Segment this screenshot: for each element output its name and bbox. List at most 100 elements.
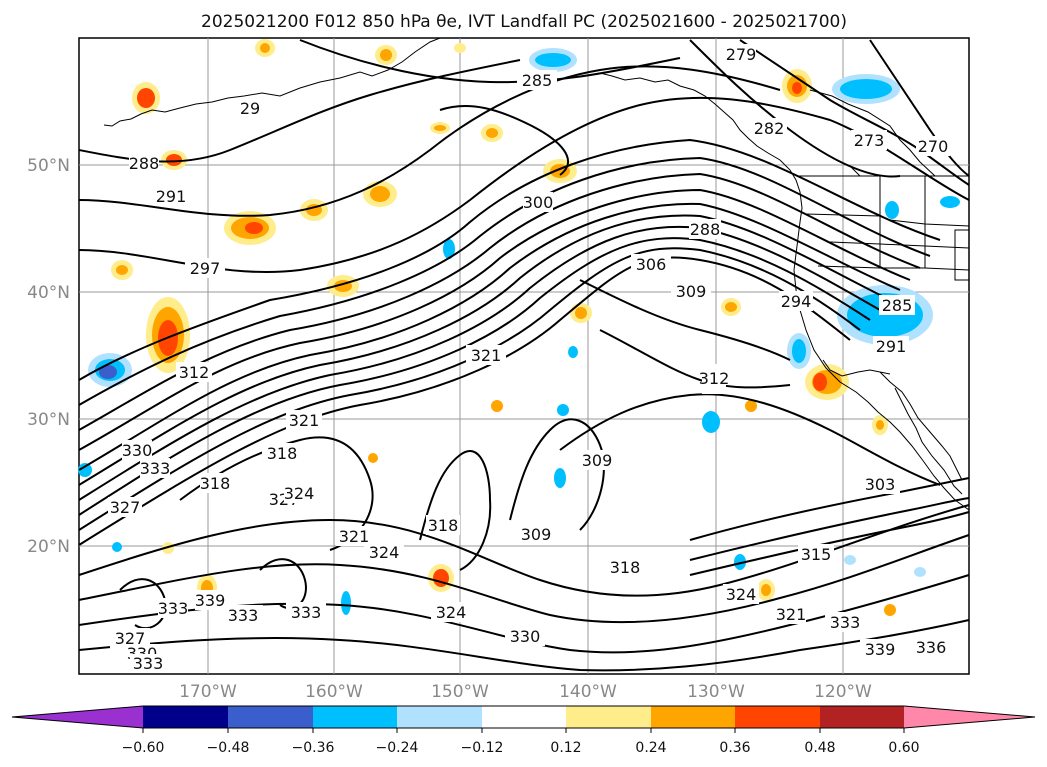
svg-text:291: 291	[876, 337, 907, 356]
positive-blob	[428, 564, 454, 592]
contour-label: 309	[671, 281, 711, 301]
svg-text:318: 318	[610, 558, 641, 577]
svg-text:291: 291	[156, 187, 187, 206]
negative-blob	[832, 74, 900, 104]
svg-text:285: 285	[522, 71, 553, 90]
lon-tick-label: 160°W	[305, 682, 363, 702]
svg-text:330: 330	[510, 627, 541, 646]
contour-label: 291	[156, 186, 187, 206]
svg-text:297: 297	[190, 259, 221, 278]
svg-text:324: 324	[726, 585, 757, 604]
svg-text:339: 339	[865, 640, 896, 659]
svg-text:321: 321	[339, 527, 370, 546]
svg-text:318: 318	[200, 474, 231, 493]
colorbar-segment	[651, 706, 735, 728]
svg-text:324: 324	[436, 603, 467, 622]
svg-text:321: 321	[471, 346, 502, 365]
colorbar-tick-label: −0.48	[207, 740, 250, 756]
map-panel: 285 279 282 273 270 288 291 29 297 300 2…	[78, 37, 970, 675]
contour-label: 321	[776, 604, 807, 624]
svg-text:300: 300	[523, 193, 554, 212]
contour-label: 333	[158, 598, 189, 618]
svg-text:312: 312	[699, 369, 730, 388]
positive-blob	[146, 297, 190, 373]
contour-label: 318	[426, 515, 460, 535]
colorbar-segment	[313, 706, 397, 728]
colorbar: −0.60 −0.48 −0.36 −0.24 −0.12 0.12 0.24 …	[11, 705, 1036, 756]
svg-text:306: 306	[636, 255, 667, 274]
contour-label: 321	[466, 345, 506, 365]
negative-blob	[734, 554, 746, 570]
colorbar-tick-label: −0.36	[292, 740, 335, 756]
contour-label: 324	[723, 584, 759, 604]
colorbar-segment	[566, 706, 651, 728]
colorbar-tick-label: 0.60	[888, 740, 919, 756]
positive-blob	[745, 400, 757, 412]
contour-label: 303	[860, 474, 900, 494]
colorbar-segment	[735, 706, 820, 728]
colorbar-tick-label: −0.60	[122, 740, 165, 756]
lat-tick-label: 30°N	[27, 410, 70, 430]
negative-blob	[914, 567, 926, 577]
svg-text:333: 333	[228, 606, 259, 625]
negative-blob	[112, 542, 122, 552]
contour-label: 312	[176, 362, 212, 382]
positive-blob	[255, 39, 275, 57]
contour-labels: 285 279 282 273 270 288 291 29 297 300 2…	[108, 44, 951, 673]
svg-text:321: 321	[776, 605, 807, 624]
svg-text:288: 288	[129, 154, 160, 173]
contour-label: 315	[798, 544, 834, 564]
contour-label: 29	[238, 98, 262, 118]
svg-text:270: 270	[918, 137, 949, 156]
lon-tick-label: 130°W	[687, 682, 745, 702]
contour-label: 330	[122, 440, 152, 460]
positive-blob	[430, 122, 450, 134]
lat-tick-label: 40°N	[27, 283, 70, 303]
contour-label: 306	[631, 254, 671, 274]
contour-label: 321	[286, 410, 322, 430]
colorbar-segment	[820, 706, 904, 728]
contour-label: 288	[129, 153, 160, 173]
svg-text:324: 324	[369, 543, 400, 562]
svg-text:309: 309	[676, 282, 707, 301]
contour-label: 285	[879, 295, 915, 315]
contour-label: 294	[779, 291, 813, 311]
negative-blob	[529, 48, 577, 72]
positive-blob	[161, 150, 187, 170]
positive-blob	[481, 124, 503, 142]
contour-label: 339	[195, 590, 226, 610]
negative-blob	[702, 411, 720, 433]
positive-blob	[224, 211, 276, 245]
contour-label: 324	[284, 483, 314, 503]
svg-text:294: 294	[781, 292, 812, 311]
svg-text:336: 336	[916, 638, 947, 657]
figure-title: 2025021200 F012 850 hPa θe, IVT Landfall…	[201, 12, 847, 32]
contour-label: 297	[185, 258, 225, 278]
svg-text:339: 339	[195, 591, 226, 610]
svg-text:312: 312	[179, 363, 210, 382]
svg-text:318: 318	[428, 516, 459, 535]
svg-text:333: 333	[140, 459, 171, 478]
colorbar-ticks	[142, 728, 905, 733]
contour-label: 330	[505, 626, 545, 646]
negative-blob	[341, 591, 351, 615]
contour-label: 282	[751, 118, 787, 138]
positive-blob	[491, 400, 503, 412]
svg-text:333: 333	[133, 654, 164, 673]
negative-blob	[787, 333, 811, 369]
contour-label: 309	[579, 450, 615, 470]
contour-label: 333	[286, 602, 326, 622]
svg-text:309: 309	[521, 525, 552, 544]
negative-blob	[88, 353, 132, 387]
positive-blob	[132, 82, 160, 114]
contour-label: 309	[516, 524, 556, 544]
positive-blob	[454, 43, 466, 53]
svg-text:333: 333	[158, 599, 189, 618]
contour-label: 333	[140, 458, 171, 478]
negative-blob	[940, 196, 960, 208]
svg-text:303: 303	[865, 475, 896, 494]
positive-blob	[570, 303, 592, 323]
contour-label: 339	[860, 639, 900, 659]
positive-blob	[363, 181, 397, 207]
contour-label: 300	[523, 192, 554, 212]
